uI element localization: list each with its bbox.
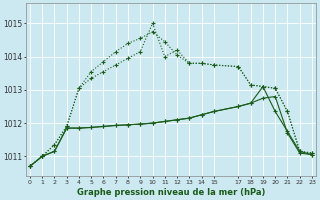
X-axis label: Graphe pression niveau de la mer (hPa): Graphe pression niveau de la mer (hPa) <box>77 188 265 197</box>
